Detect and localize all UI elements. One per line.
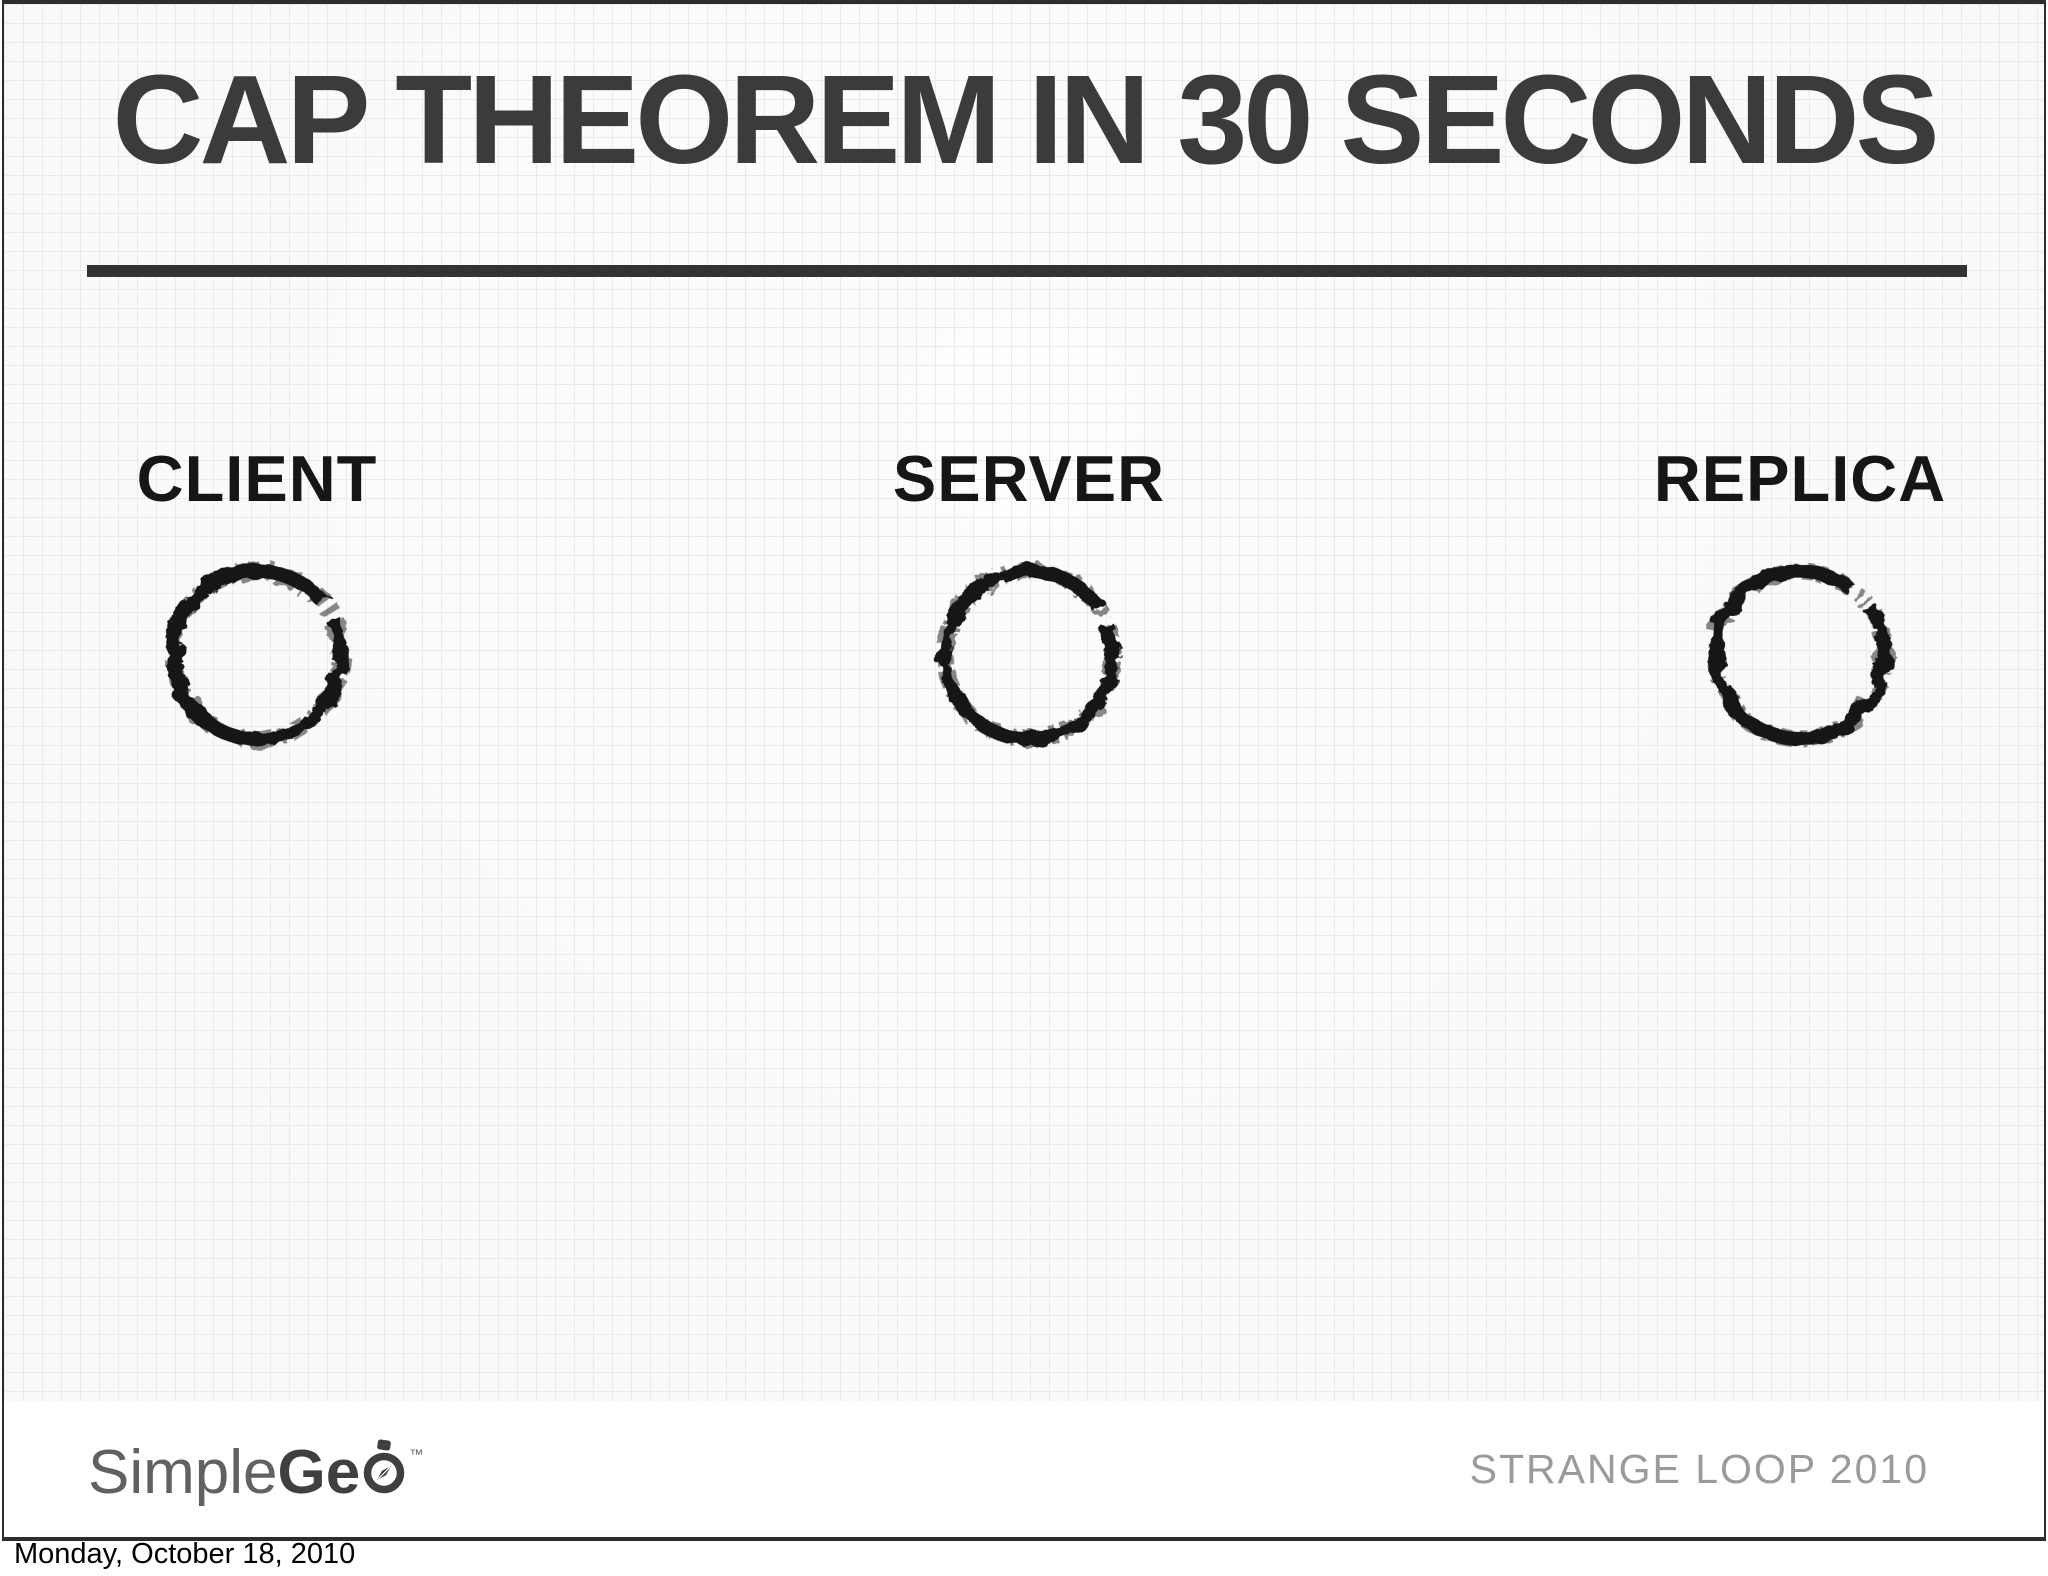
title-divider: [87, 265, 1967, 277]
event-name: STRANGE LOOP 2010: [1469, 1445, 1929, 1492]
node-replica-label: REPLICA: [1653, 442, 1947, 515]
slide-content-area: CAP THEOREM IN 30 SECONDS CLIENT SERVER: [4, 4, 2044, 1401]
node-client: CLIENT: [87, 446, 427, 770]
simplegeo-logo: Simple Ge ™: [88, 1435, 423, 1504]
logo-text-geo: Ge: [277, 1437, 361, 1507]
sketch-circle-icon: [936, 562, 1122, 748]
node-server: SERVER: [859, 446, 1199, 770]
status-date: Monday, October 18, 2010: [14, 1538, 356, 1570]
node-client-label: CLIENT: [136, 442, 378, 515]
trademark-symbol: ™: [409, 1445, 424, 1462]
compass-icon: [363, 1438, 405, 1493]
slide: CAP THEOREM IN 30 SECONDS CLIENT SERVER: [2, 0, 2046, 1541]
sketch-circle-icon: [1707, 562, 1893, 748]
node-replica: REPLICA: [1630, 446, 1970, 770]
node-server-label: SERVER: [892, 442, 1166, 515]
slide-footer: Simple Ge ™ STRANGE LOOP 2010: [4, 1401, 2044, 1537]
logo-text-simple: Simple: [88, 1437, 278, 1507]
sketch-circle-icon: [164, 562, 350, 748]
slide-title: CAP THEOREM IN 30 SECONDS: [112, 49, 1939, 190]
